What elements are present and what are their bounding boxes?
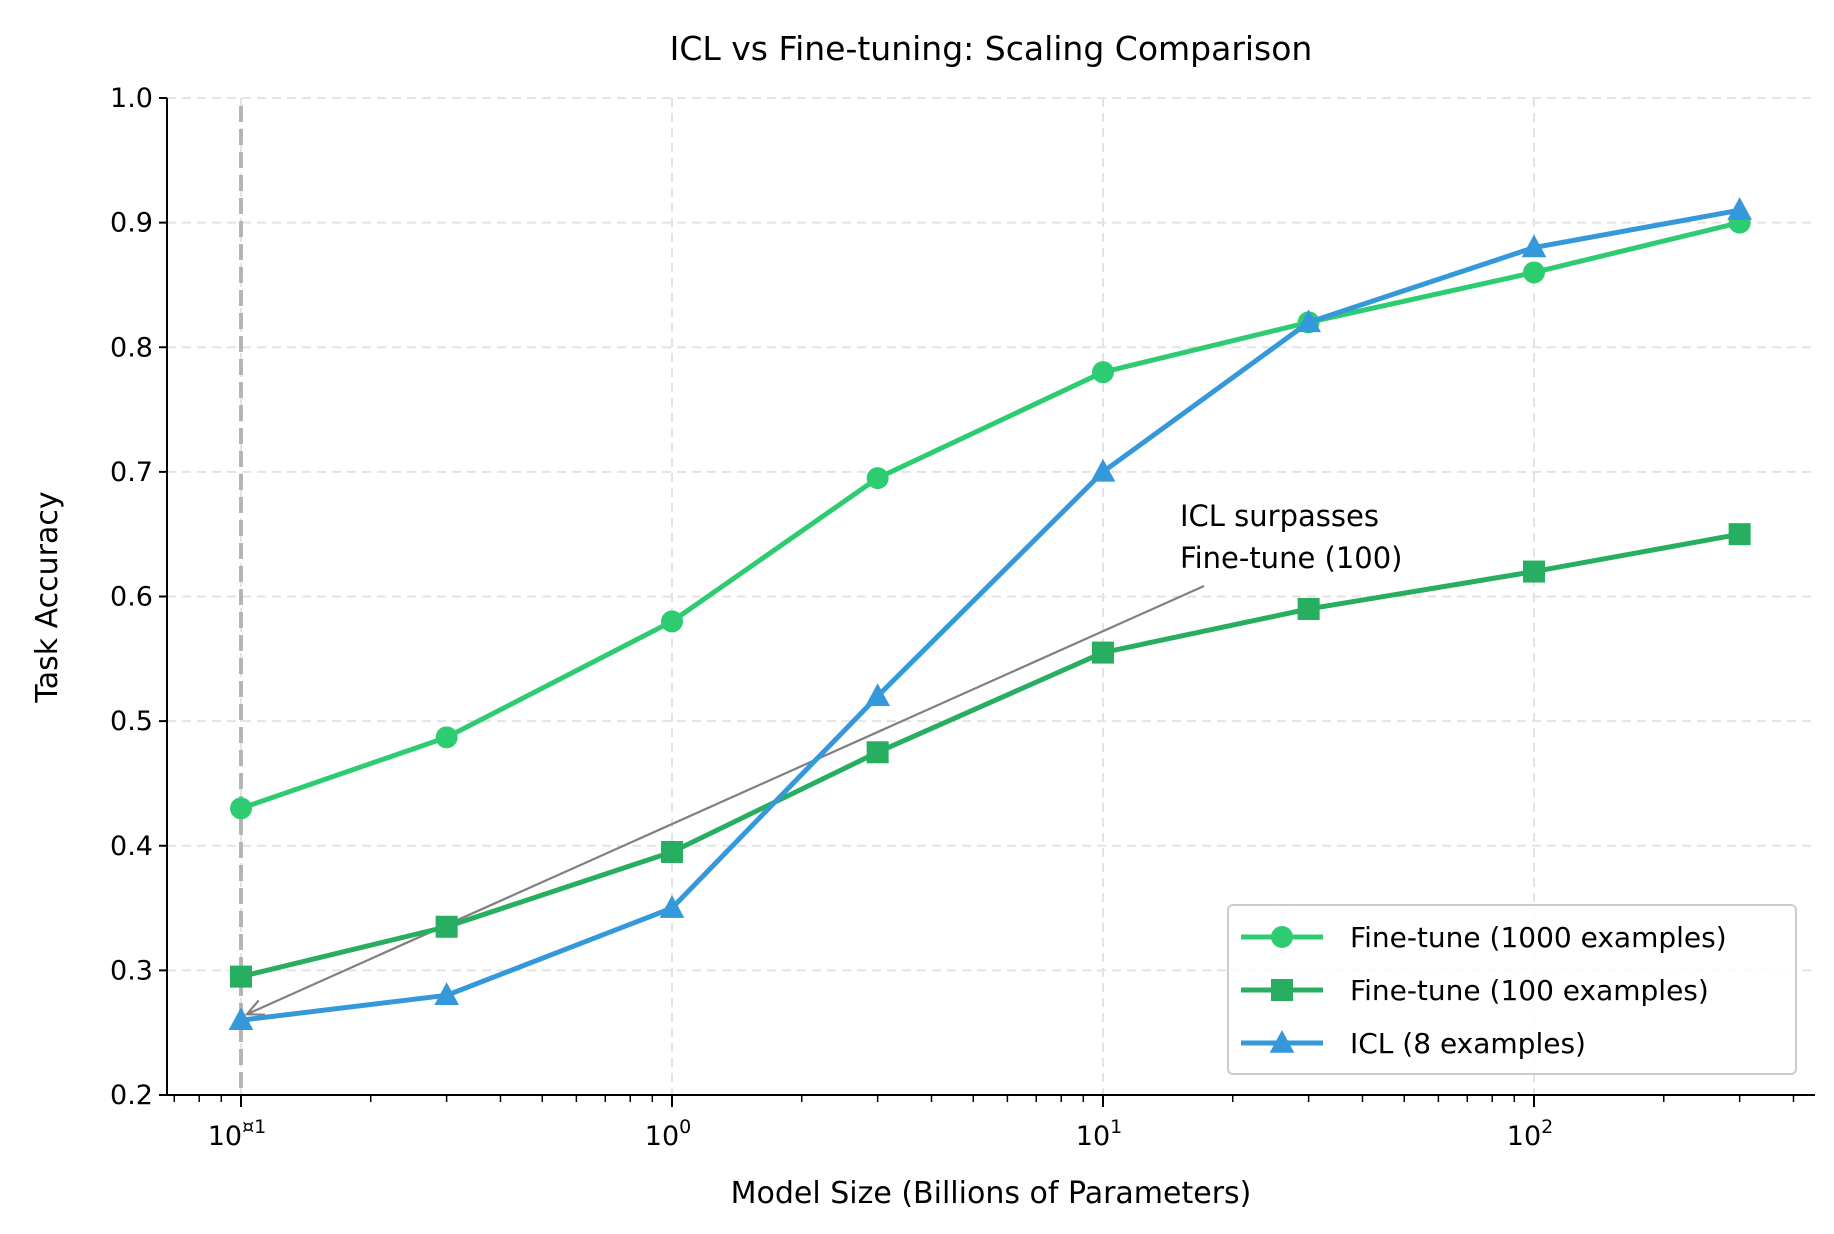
x-tick-label: 10¤1 <box>208 1116 267 1152</box>
data-point-circle <box>435 726 458 749</box>
series-line <box>240 220 1741 811</box>
annotation-line-2: Fine-tune (100) <box>1180 541 1402 575</box>
x-tick-label: 101 <box>1076 1116 1122 1152</box>
legend: Fine-tune (1000 examples) Fine-tune (100 … <box>1227 904 1797 1075</box>
data-point-circle <box>661 610 683 633</box>
y-tick-label: 0.3 <box>110 955 153 986</box>
legend-label: Fine-tune (1000 examples) <box>1350 921 1727 954</box>
y-tick-label: 0.7 <box>110 457 153 488</box>
data-point-triangle <box>1296 309 1321 333</box>
data-point-triangle <box>1727 197 1752 220</box>
data-point-triangle <box>1521 234 1547 258</box>
y-tick-label: 0.5 <box>110 706 153 737</box>
data-point-triangle <box>228 1007 254 1030</box>
data-point-square <box>1728 523 1751 546</box>
data-point-square <box>1297 597 1320 620</box>
data-point-triangle <box>865 683 890 706</box>
legend-marker-square <box>1271 979 1293 1001</box>
y-tick-label: 0.6 <box>110 582 153 613</box>
data-point-square <box>866 741 889 764</box>
y-tick-label: 1.0 <box>110 83 153 114</box>
annotation-arrow-head <box>244 999 266 1016</box>
series-line <box>240 207 1741 1023</box>
data-point-circle <box>230 797 252 820</box>
series-3 <box>228 197 1752 1030</box>
annotation-line-1: ICL surpasses <box>1180 499 1379 533</box>
data-point-triangle <box>434 982 459 1006</box>
chart-title: ICL vs Fine-tuning: Scaling Comparison <box>670 29 1313 68</box>
data-point-square <box>661 840 683 863</box>
legend-marker-circle <box>1271 926 1293 948</box>
data-point-circle <box>1523 261 1545 284</box>
y-axis-label: Task Accuracy <box>30 491 65 703</box>
x-axis-label: Model Size (Billions of Parameters) <box>731 1176 1252 1211</box>
y-tick-label: 0.9 <box>110 208 153 239</box>
y-tick-label: 0.8 <box>110 332 153 363</box>
x-tick-label: 100 <box>645 1116 691 1152</box>
legend-item: Fine-tune (1000 examples) <box>1241 921 1727 954</box>
data-point-square <box>230 965 252 988</box>
ticks: 0.2 0.3 0.4 0.5 0.6 0.7 0.8 0.9 1.0 10¤1 100 101 102 <box>110 83 1795 1152</box>
series-line <box>240 531 1741 980</box>
legend-label: ICL (8 examples) <box>1350 1027 1586 1060</box>
x-tick-label: 102 <box>1507 1116 1553 1152</box>
legend-marker-triangle <box>1269 1030 1295 1053</box>
legend-label: Fine-tune (100 examples) <box>1350 974 1709 1007</box>
legend-box <box>1227 904 1797 1075</box>
series-group <box>228 197 1752 1030</box>
data-point-square <box>1092 641 1114 664</box>
legend-item: Fine-tune (100 examples) <box>1241 974 1709 1007</box>
data-point-square <box>1523 560 1545 583</box>
data-point-square <box>435 915 458 938</box>
series-2 <box>230 523 1751 988</box>
annotation-arrow <box>244 584 1205 1016</box>
y-tick-label: 0.4 <box>110 831 153 862</box>
annotation-arrow-shaft <box>246 584 1205 1016</box>
data-point-circle <box>866 467 889 490</box>
data-point-triangle <box>1090 458 1116 482</box>
data-point-circle <box>1092 361 1114 384</box>
legend-item: ICL (8 examples) <box>1241 1027 1586 1060</box>
data-point-triangle <box>659 895 685 918</box>
series-1 <box>230 211 1751 820</box>
y-tick-label: 0.2 <box>110 1080 153 1111</box>
